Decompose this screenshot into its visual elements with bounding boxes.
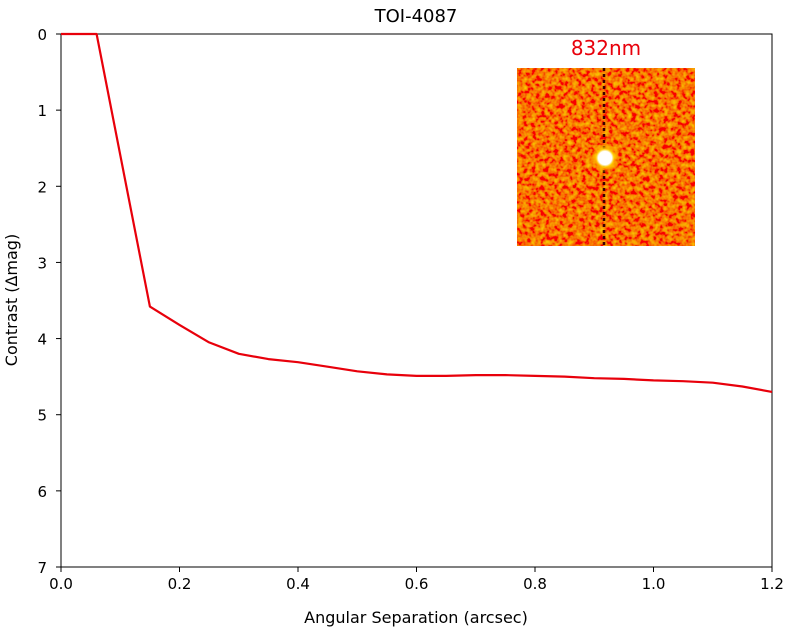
x-tick-label: 0.4 — [286, 575, 310, 593]
y-axis: 0 1 2 3 4 5 6 7 — [37, 26, 61, 577]
y-tick-label: 6 — [37, 483, 47, 501]
y-tick-label: 2 — [37, 178, 47, 196]
x-tick-label: 0.6 — [405, 575, 429, 593]
x-tick-label: 1.0 — [642, 575, 666, 593]
inset-image: 832nm — [517, 36, 695, 246]
chart-title: TOI-4087 — [374, 6, 458, 27]
inset-wavelength-label: 832nm — [571, 36, 641, 60]
y-tick-label: 5 — [37, 407, 47, 425]
x-axis: 0.0 0.2 0.4 0.6 0.8 1.0 1.2 — [49, 567, 784, 593]
y-tick-label: 7 — [37, 559, 47, 577]
contrast-curve-line — [61, 32, 773, 393]
y-tick-label: 1 — [37, 102, 47, 120]
y-tick-label: 3 — [37, 254, 47, 272]
x-tick-label: 1.2 — [760, 575, 784, 593]
x-tick-label: 0.0 — [49, 575, 73, 593]
y-tick-label: 0 — [37, 26, 47, 44]
x-tick-label: 0.8 — [523, 575, 547, 593]
star-core — [599, 152, 611, 164]
x-tick-label: 0.2 — [168, 575, 192, 593]
x-axis-label: Angular Separation (arcsec) — [304, 608, 528, 627]
y-tick-label: 4 — [37, 331, 47, 349]
y-axis-label: Contrast (Δmag) — [2, 234, 21, 366]
